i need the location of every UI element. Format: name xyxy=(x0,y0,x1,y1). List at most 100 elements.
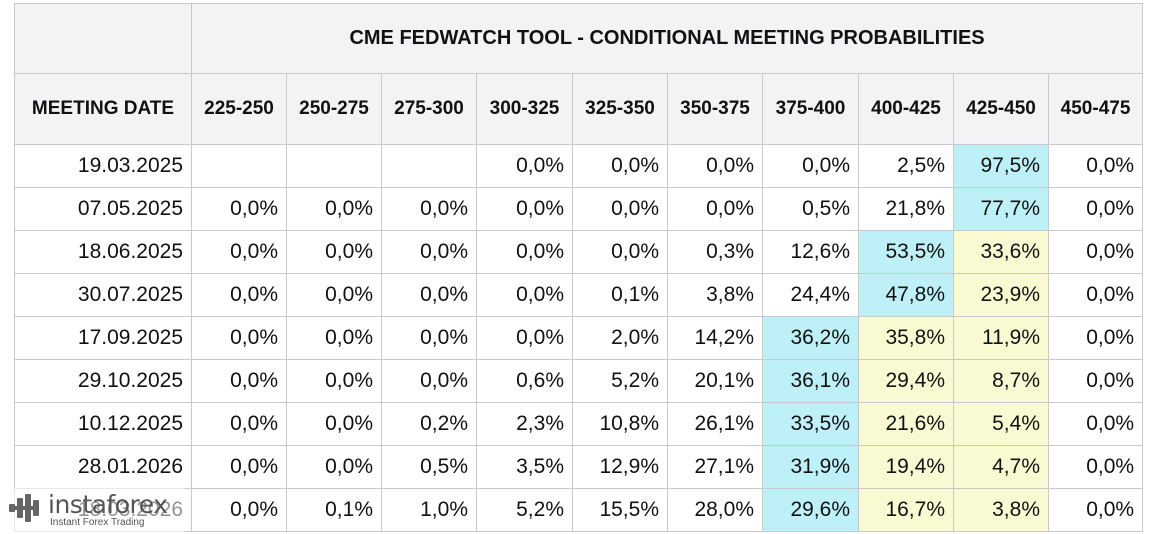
probability-cell: 11,9% xyxy=(953,316,1049,360)
meeting-date-cell: 29.10.2025 xyxy=(14,359,192,403)
probability-cell: 0,3% xyxy=(667,230,763,274)
probability-cell: 0,5% xyxy=(762,187,859,231)
probability-cell: 0,0% xyxy=(667,187,763,231)
fedwatch-table: CME FEDWATCH TOOL - CONDITIONAL MEETING … xyxy=(14,3,1144,532)
probability-cell: 15,5% xyxy=(572,488,668,532)
probability-cell: 0,1% xyxy=(286,488,382,532)
rate-range-header: 275-300 xyxy=(381,73,477,145)
probability-cell: 0,0% xyxy=(286,445,382,489)
table-title: CME FEDWATCH TOOL - CONDITIONAL MEETING … xyxy=(190,3,1144,74)
rate-range-header: 300-325 xyxy=(476,73,573,145)
corner-cell xyxy=(14,3,192,74)
probability-cell: 0,0% xyxy=(191,187,287,231)
probability-cell: 47,8% xyxy=(858,273,954,317)
probability-cell: 0,0% xyxy=(191,359,287,403)
probability-cell: 0,0% xyxy=(476,230,573,274)
probability-cell: 35,8% xyxy=(858,316,954,360)
probability-cell: 0,0% xyxy=(191,445,287,489)
probability-cell xyxy=(381,144,477,188)
probability-cell: 20,1% xyxy=(667,359,763,403)
meeting-date-cell: 17.09.2025 xyxy=(14,316,192,360)
rate-range-header: 225-250 xyxy=(191,73,287,145)
meeting-date-cell: 30.07.2025 xyxy=(14,273,192,317)
probability-cell: 0,0% xyxy=(1047,316,1144,360)
table-row: 29.10.2025 0,0% 0,0% 0,0% 0,6% 5,2% 20,1% 36,1%… xyxy=(14,359,1144,403)
probability-cell: 0,0% xyxy=(286,187,382,231)
probability-cell: 0,6% xyxy=(476,359,573,403)
probability-cell: 0,0% xyxy=(1047,187,1144,231)
probability-cell: 24,4% xyxy=(762,273,859,317)
probability-cell: 0,0% xyxy=(286,273,382,317)
probability-cell: 36,1% xyxy=(762,359,859,403)
table-row: 10.12.2025 0,0% 0,0% 0,2% 2,3% 10,8% 26,1% 33,5… xyxy=(14,402,1144,446)
probability-cell: 23,9% xyxy=(953,273,1049,317)
probability-cell: 1,0% xyxy=(381,488,477,532)
probability-cell: 0,0% xyxy=(381,187,477,231)
probability-cell: 0,0% xyxy=(286,359,382,403)
probability-cell: 12,6% xyxy=(762,230,859,274)
table-row: 28.01.2026 0,0% 0,0% 0,5% 3,5% 12,9% 27,1% 31,9… xyxy=(14,445,1144,489)
rate-range-header: 375-400 xyxy=(762,73,859,145)
probability-cell: 97,5% xyxy=(953,144,1049,188)
probability-cell: 0,0% xyxy=(1047,445,1144,489)
probability-cell: 33,5% xyxy=(762,402,859,446)
probability-cell: 0,0% xyxy=(286,230,382,274)
probability-cell: 3,8% xyxy=(667,273,763,317)
probability-cell: 29,4% xyxy=(858,359,954,403)
probability-cell: 0,0% xyxy=(572,144,668,188)
probability-cell: 0,0% xyxy=(1047,230,1144,274)
probability-cell xyxy=(286,144,382,188)
probability-cell: 0,5% xyxy=(381,445,477,489)
probability-cell: 0,0% xyxy=(381,359,477,403)
table-row: 30.07.2025 0,0% 0,0% 0,0% 0,0% 0,1% 3,8% 24,4% 4… xyxy=(14,273,1144,317)
probability-cell: 0,0% xyxy=(572,187,668,231)
table-row: 19.03.2025 0,0% 0,0% 0,0% 0,0% 2,5% 97,5% 0,0% xyxy=(14,144,1144,188)
probability-cell: 21,8% xyxy=(858,187,954,231)
probability-cell: 0,0% xyxy=(191,273,287,317)
probability-cell: 0,0% xyxy=(476,144,573,188)
probability-cell: 8,7% xyxy=(953,359,1049,403)
probability-cell: 29,6% xyxy=(762,488,859,532)
probability-cell: 14,2% xyxy=(667,316,763,360)
probability-cell: 31,9% xyxy=(762,445,859,489)
probability-cell: 0,0% xyxy=(667,144,763,188)
rate-range-header: 400-425 xyxy=(858,73,954,145)
table-row: 18.06.2025 0,0% 0,0% 0,0% 0,0% 0,0% 0,3% 12,6% 5… xyxy=(14,230,1144,274)
probability-cell: 53,5% xyxy=(858,230,954,274)
watermark-tagline: Instant Forex Trading xyxy=(50,517,145,528)
probability-cell: 0,0% xyxy=(286,316,382,360)
table-row: 17.09.2025 0,0% 0,0% 0,0% 0,0% 2,0% 14,2% 36,2%… xyxy=(14,316,1144,360)
probability-cell: 28,0% xyxy=(667,488,763,532)
probability-cell xyxy=(191,144,287,188)
probability-cell: 0,0% xyxy=(191,230,287,274)
probability-cell: 16,7% xyxy=(858,488,954,532)
probability-cell: 0,0% xyxy=(1047,359,1144,403)
probability-cell: 3,8% xyxy=(953,488,1049,532)
probability-cell: 26,1% xyxy=(667,402,763,446)
instaforex-watermark: instaforex Instant Forex Trading xyxy=(4,488,184,532)
probability-cell: 21,6% xyxy=(858,402,954,446)
probability-cell: 0,0% xyxy=(381,273,477,317)
probability-cell: 5,2% xyxy=(476,488,573,532)
watermark-brand: instaforex xyxy=(48,490,168,519)
probability-cell: 19,4% xyxy=(858,445,954,489)
probability-cell: 10,8% xyxy=(572,402,668,446)
probability-cell: 3,5% xyxy=(476,445,573,489)
probability-cell: 5,2% xyxy=(572,359,668,403)
probability-cell: 0,0% xyxy=(1047,488,1144,532)
rate-range-header: 350-375 xyxy=(667,73,763,145)
probability-cell: 4,7% xyxy=(953,445,1049,489)
rate-range-header: 325-350 xyxy=(572,73,668,145)
meeting-date-cell: 19.03.2025 xyxy=(14,144,192,188)
probability-cell: 0,1% xyxy=(572,273,668,317)
probability-cell: 0,0% xyxy=(1047,144,1144,188)
probability-cell: 0,0% xyxy=(381,230,477,274)
probability-cell: 36,2% xyxy=(762,316,859,360)
probability-cell: 0,0% xyxy=(191,316,287,360)
probability-cell: 33,6% xyxy=(953,230,1049,274)
probability-cell: 0,0% xyxy=(762,144,859,188)
meeting-date-cell: 18.06.2025 xyxy=(14,230,192,274)
probability-cell: 77,7% xyxy=(953,187,1049,231)
probability-cell: 0,0% xyxy=(572,230,668,274)
meeting-date-cell: 10.12.2025 xyxy=(14,402,192,446)
